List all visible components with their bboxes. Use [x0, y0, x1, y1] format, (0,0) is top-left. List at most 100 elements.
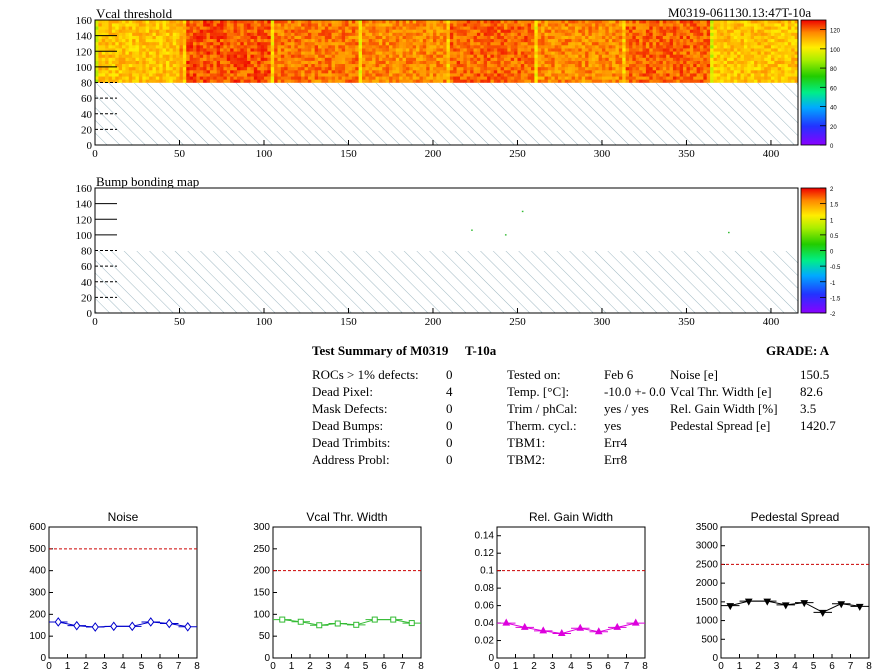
x-tick-label: 2 — [307, 661, 313, 672]
pixel-cell — [145, 20, 150, 24]
pixel-cell — [767, 23, 772, 27]
pixel-cell — [760, 51, 765, 55]
pixel-cell — [534, 20, 539, 24]
pixel-cell — [412, 79, 417, 83]
pixel-cell — [541, 26, 545, 30]
pixel-cell — [385, 73, 390, 77]
pixel-cell — [527, 63, 532, 68]
pixel-cell — [591, 23, 596, 27]
pixel-cell — [108, 45, 113, 49]
pixel-cell — [493, 45, 498, 49]
pixel-cell — [382, 41, 386, 46]
pixel-cell — [770, 41, 775, 46]
pixel-cell — [409, 76, 413, 80]
pixel-cell — [186, 32, 190, 36]
pixel-cell — [257, 26, 261, 30]
pixel-cell — [676, 23, 681, 27]
pixel-cell — [564, 23, 569, 27]
pixel-cell — [460, 20, 464, 24]
pixel-cell — [571, 29, 576, 33]
pixel-cell — [615, 35, 620, 40]
pixel-cell — [111, 79, 116, 83]
pixel-cell — [135, 76, 140, 80]
pixel-cell — [743, 23, 748, 27]
condition-value: Err4 — [604, 435, 628, 450]
pixel-cell — [429, 54, 434, 58]
pixel-cell — [280, 60, 285, 65]
pixel-cell — [737, 76, 741, 80]
pixel-cell — [632, 51, 637, 55]
pixel-cell — [524, 23, 528, 27]
pixel-cell — [551, 32, 555, 36]
pixel-cell — [226, 45, 231, 49]
pixel-cell — [314, 70, 319, 74]
pixel-cell — [696, 41, 701, 46]
pixel-cell — [172, 26, 177, 30]
pixel-cell — [693, 54, 697, 58]
pixel-cell — [629, 45, 633, 49]
pixel-cell — [656, 51, 660, 55]
pixel-cell — [622, 45, 626, 49]
pixel-cell — [497, 70, 501, 74]
pixel-cell — [689, 51, 694, 55]
pixel-cell — [531, 73, 535, 77]
pixel-cell — [382, 76, 386, 80]
data-point — [297, 618, 304, 625]
pixel-cell — [203, 70, 207, 74]
pixel-cell — [578, 60, 582, 65]
pixel-cell — [375, 35, 380, 40]
pixel-cell — [328, 54, 332, 58]
pixel-cell — [672, 45, 677, 49]
pixel-cell — [216, 60, 221, 65]
pixel-cell — [666, 66, 670, 71]
pixel-cell — [355, 29, 359, 33]
pixel-cell — [443, 63, 447, 68]
pixel-cell — [182, 20, 187, 24]
pixel-cell — [503, 20, 508, 24]
pixel-cell — [541, 35, 545, 40]
pixel-cell — [547, 79, 552, 83]
pixel-cell — [355, 70, 359, 74]
pixel-cell — [169, 66, 174, 71]
pixel-cell — [304, 54, 309, 58]
pixel-cell — [324, 35, 329, 40]
pixel-cell — [787, 54, 792, 58]
pixel-cell — [564, 70, 569, 74]
pixel-cell — [314, 45, 319, 49]
pixel-cell — [162, 57, 167, 61]
vcal-threshold-map: Vcal threshold 0 50 100 150 200 250 300 350 4000… — [76, 6, 841, 160]
pixel-cell — [689, 79, 694, 83]
pixel-cell — [230, 54, 234, 58]
pixel-cell — [456, 57, 461, 61]
pixel-cell — [699, 60, 704, 65]
pixel-cell — [223, 23, 228, 27]
pixel-cell — [466, 29, 471, 33]
palette-tick-label: 1.5 — [830, 203, 839, 209]
pixel-cell — [247, 23, 251, 27]
pixel-cell — [101, 41, 106, 46]
pixel-cell — [561, 41, 566, 46]
pixel-cell — [544, 76, 549, 80]
pixel-cell — [186, 70, 190, 74]
pixel-cell — [629, 54, 633, 58]
pixel-cell — [125, 79, 130, 83]
pixel-cell — [615, 66, 620, 71]
pixel-cell — [541, 76, 545, 80]
pixel-cell — [98, 60, 103, 65]
pixel-cell — [365, 23, 370, 27]
dead-rows-hatch — [95, 251, 798, 313]
pixel-cell — [443, 29, 447, 33]
pixel-cell — [578, 73, 582, 77]
pixel-cell — [324, 60, 329, 65]
pixel-cell — [493, 38, 498, 43]
pixel-cell — [226, 32, 231, 36]
pixel-cell — [267, 76, 272, 80]
pixel-cell — [436, 66, 441, 71]
pixel-cell — [554, 73, 559, 77]
pixel-cell — [439, 70, 444, 74]
pixel-cell — [375, 20, 380, 24]
pixel-cell — [460, 29, 464, 33]
pixel-cell — [497, 76, 501, 80]
pixel-cell — [385, 48, 390, 52]
pixel-cell — [358, 73, 363, 77]
